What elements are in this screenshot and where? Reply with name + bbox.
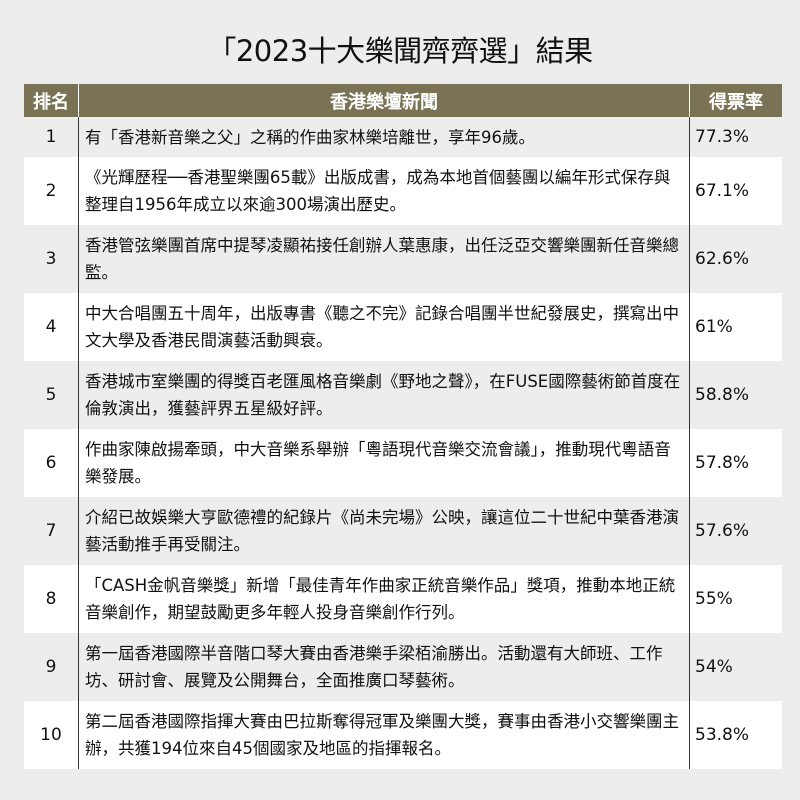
news-cell: 第一屆香港國際半音階口琴大賽由香港樂手梁栢渝勝出。活動還有大師班、工作坊、研討會…	[78, 633, 690, 701]
news-cell: 香港城市室樂團的得獎百老匯風格音樂劇《野地之聲》，在FUSE國際藝術節首度在倫敦…	[78, 361, 690, 429]
news-cell: 作曲家陳啟揚牽頭，中大音樂系舉辦「粵語現代音樂交流會議」，推動現代粵語音樂發展。	[78, 429, 690, 497]
page-title: 「2023十大樂聞齊齊選」結果	[207, 34, 593, 68]
header-rank: 排名	[24, 84, 79, 117]
rank-cell: 3	[24, 225, 79, 293]
rank-cell: 8	[24, 565, 79, 633]
rank-cell: 6	[24, 429, 79, 497]
percent-cell: 54%	[689, 633, 782, 701]
rank-cell: 10	[24, 701, 79, 769]
rank-cell: 4	[24, 293, 79, 361]
news-cell: 第二屆香港國際指揮大賽由巴拉斯奪得冠軍及樂團大獎，賽事由香港小交響樂團主辦，共獲…	[78, 701, 690, 769]
news-cell: 介紹已故娛樂大亨歐德禮的紀錄片《尚未完場》公映，讓這位二十世紀中葉香港演藝活動推…	[78, 497, 690, 565]
header-percent: 得票率	[689, 84, 782, 117]
news-cell: 「CASH金帆音樂獎」新增「最佳青年作曲家正統音樂作品」獎項，推動本地正統音樂創…	[78, 565, 690, 633]
news-cell: 《光輝歷程──香港聖樂團65載》出版成書，成為本地首個藝團以編年形式保存與整理自…	[78, 157, 690, 225]
percent-cell: 62.6%	[689, 225, 782, 293]
percent-cell: 67.1%	[689, 157, 782, 225]
table-row: 7 介紹已故娛樂大亨歐德禮的紀錄片《尚未完場》公映，讓這位二十世紀中葉香港演藝活動…	[24, 497, 782, 565]
news-cell: 有「香港新音樂之父」之稱的作曲家林樂培離世，享年96歲。	[78, 117, 690, 157]
news-cell: 香港管弦樂團首席中提琴凌顯祐接任創辦人葉惠康，出任泛亞交響樂團新任音樂總監。	[78, 225, 690, 293]
rank-cell: 9	[24, 633, 79, 701]
rank-cell: 1	[24, 117, 79, 157]
table-row: 1 有「香港新音樂之父」之稱的作曲家林樂培離世，享年96歲。 77.3%	[24, 117, 782, 157]
percent-cell: 57.6%	[689, 497, 782, 565]
table-row: 9 第一屆香港國際半音階口琴大賽由香港樂手梁栢渝勝出。活動還有大師班、工作坊、研討…	[24, 633, 782, 701]
percent-cell: 61%	[689, 293, 782, 361]
table-row: 6 作曲家陳啟揚牽頭，中大音樂系舉辦「粵語現代音樂交流會議」，推動現代粵語音樂發展…	[24, 429, 782, 497]
table-row: 8 「CASH金帆音樂獎」新增「最佳青年作曲家正統音樂作品」獎項，推動本地正統音樂…	[24, 565, 782, 633]
table-header: 排名 香港樂壇新聞 得票率	[24, 84, 782, 117]
results-table: 排名 香港樂壇新聞 得票率 1 有「香港新音樂之父」之稱的作曲家林樂培離世，享年9…	[24, 84, 782, 769]
table-row: 2 《光輝歷程──香港聖樂團65載》出版成書，成為本地首個藝團以編年形式保存與整理…	[24, 157, 782, 225]
news-cell: 中大合唱團五十周年，出版專書《聽之不完》記錄合唱團半世紀發展史，撰寫出中文大學及…	[78, 293, 690, 361]
table-row: 10 第二屆香港國際指揮大賽由巴拉斯奪得冠軍及樂團大獎，賽事由香港小交響樂團主辦，…	[24, 701, 782, 769]
rank-cell: 5	[24, 361, 79, 429]
percent-cell: 55%	[689, 565, 782, 633]
table-row: 3 香港管弦樂團首席中提琴凌顯祐接任創辦人葉惠康，出任泛亞交響樂團新任音樂總監。 6…	[24, 225, 782, 293]
table-row: 4 中大合唱團五十周年，出版專書《聽之不完》記錄合唱團半世紀發展史，撰寫出中文大學…	[24, 293, 782, 361]
percent-cell: 58.8%	[689, 361, 782, 429]
header-news: 香港樂壇新聞	[78, 84, 690, 117]
percent-cell: 77.3%	[689, 117, 782, 157]
rank-cell: 7	[24, 497, 79, 565]
percent-cell: 53.8%	[689, 701, 782, 769]
table-row: 5 香港城市室樂團的得獎百老匯風格音樂劇《野地之聲》，在FUSE國際藝術節首度在倫…	[24, 361, 782, 429]
percent-cell: 57.8%	[689, 429, 782, 497]
rank-cell: 2	[24, 157, 79, 225]
